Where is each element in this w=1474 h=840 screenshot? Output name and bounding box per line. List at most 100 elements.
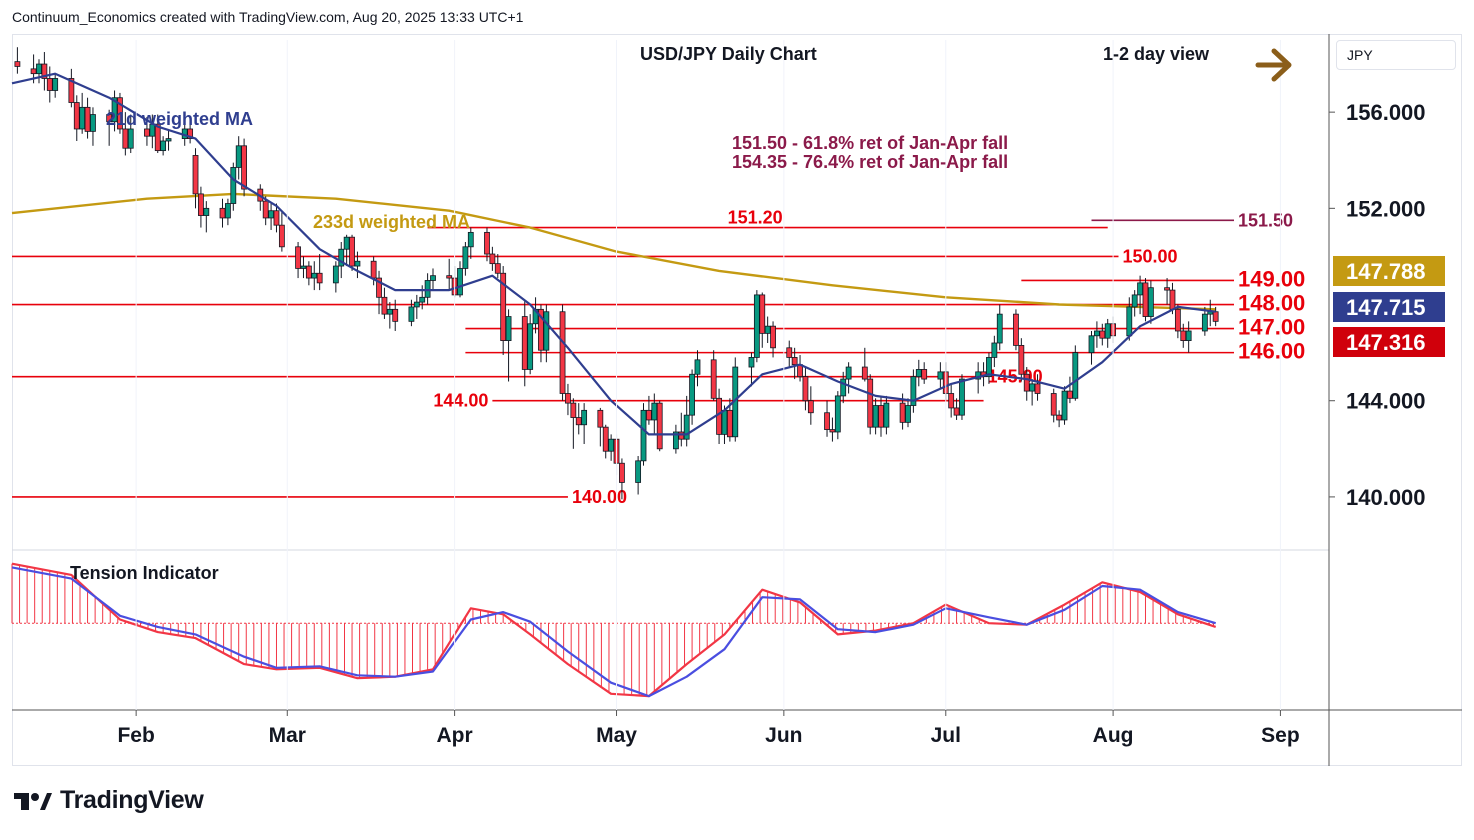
- candle: [1142, 278, 1149, 322]
- candle-body: [376, 277, 382, 298]
- level-label-148.00: 148.00: [1238, 291, 1305, 316]
- tension-blue-line: [11, 566, 1217, 698]
- ma233-layer: [11, 192, 1216, 311]
- price-tag: 147.316: [1333, 327, 1445, 357]
- candle: [305, 261, 312, 286]
- candle-body: [235, 145, 242, 168]
- candle: [986, 352, 992, 384]
- tension-title: Tension Indicator: [70, 563, 219, 583]
- x-tick-label: Jul: [931, 724, 961, 747]
- candle-body: [1023, 373, 1030, 392]
- candle-body: [646, 409, 652, 421]
- candle-body: [419, 296, 426, 303]
- candle: [338, 242, 345, 279]
- candle-body: [1142, 282, 1149, 317]
- candle-body: [241, 145, 247, 190]
- candle-body: [689, 373, 695, 416]
- candle-body: [1147, 287, 1154, 317]
- tension-red-line: [11, 562, 1217, 698]
- candle-body: [90, 114, 96, 132]
- candle-body: [84, 106, 91, 132]
- candle-body: [381, 296, 388, 315]
- candle: [73, 95, 80, 141]
- candle-body: [753, 294, 760, 358]
- candle: [392, 299, 399, 331]
- candle: [694, 350, 701, 387]
- tradingview-logo-icon: [14, 792, 52, 810]
- candle-body: [494, 263, 501, 274]
- candle: [1201, 306, 1208, 336]
- candle: [273, 203, 280, 233]
- candle: [748, 352, 755, 387]
- candle-body: [883, 402, 890, 428]
- candle-body: [845, 366, 852, 380]
- candle-body: [937, 371, 944, 380]
- candle-body: [802, 376, 809, 402]
- candle-body: [305, 265, 312, 279]
- candle-body: [203, 207, 210, 216]
- candle-body: [79, 106, 86, 130]
- x-tick-label: May: [596, 724, 637, 747]
- candle: [419, 285, 426, 310]
- candle: [521, 299, 528, 387]
- candle-body: [46, 78, 53, 91]
- candle: [1072, 345, 1079, 401]
- chart-title: USD/JPY Daily Chart: [640, 44, 817, 64]
- candle-body: [953, 407, 960, 416]
- candle-body: [68, 78, 75, 103]
- candle: [753, 290, 760, 363]
- candle-body: [570, 402, 577, 418]
- symbol-label[interactable]: JPY: [1336, 40, 1456, 70]
- candle-body: [921, 369, 928, 380]
- candle-body: [867, 378, 874, 428]
- candle: [41, 52, 48, 91]
- candle-body: [386, 308, 393, 315]
- candle-body: [73, 102, 80, 130]
- candle: [14, 47, 21, 74]
- candle: [430, 268, 436, 291]
- candle-body: [899, 402, 906, 423]
- candle-body: [122, 128, 129, 149]
- candle: [90, 107, 96, 146]
- candle-body: [127, 128, 134, 149]
- candle: [910, 369, 917, 413]
- tradingview-logo[interactable]: TradingView: [14, 786, 204, 815]
- y-tick-label: 140.000: [1346, 485, 1426, 510]
- candle-body: [268, 210, 274, 219]
- price-tag-label: 147.715: [1346, 295, 1426, 320]
- candle-body: [861, 366, 868, 380]
- level-label-144.00: 144.00: [433, 391, 488, 411]
- candle: [1061, 386, 1068, 425]
- candle-body: [467, 231, 474, 248]
- x-tick-label: Aug: [1093, 724, 1134, 747]
- price-tag-bg: [1333, 292, 1445, 322]
- level-label-140.00: 140.00: [572, 487, 627, 507]
- candle: [295, 242, 301, 279]
- candle: [500, 266, 507, 356]
- candle: [79, 92, 86, 134]
- candle: [1131, 290, 1138, 317]
- chart-attribution: Continuum_Economics created with Trading…: [12, 9, 524, 25]
- candle-body: [683, 414, 690, 440]
- candle: [68, 68, 75, 108]
- candle: [672, 424, 679, 454]
- candle: [494, 254, 501, 279]
- tension-histogram: [11, 563, 1214, 696]
- candle-body: [996, 313, 1003, 344]
- candle: [915, 359, 922, 387]
- candle: [602, 424, 609, 459]
- fib-note-1: 151.50 - 61.8% ret of Jan-Apr fall: [732, 133, 1008, 153]
- candle-body: [370, 260, 377, 279]
- candle-body: [721, 409, 728, 435]
- candle: [656, 400, 663, 452]
- candle: [1164, 278, 1170, 305]
- candle: [424, 273, 431, 305]
- candle: [953, 398, 960, 420]
- ma21-label: 21d weighted MA: [106, 109, 253, 129]
- candle-body: [948, 393, 955, 409]
- candle-body: [230, 167, 237, 204]
- candle: [187, 116, 194, 144]
- candle: [878, 395, 884, 437]
- candle: [462, 242, 469, 276]
